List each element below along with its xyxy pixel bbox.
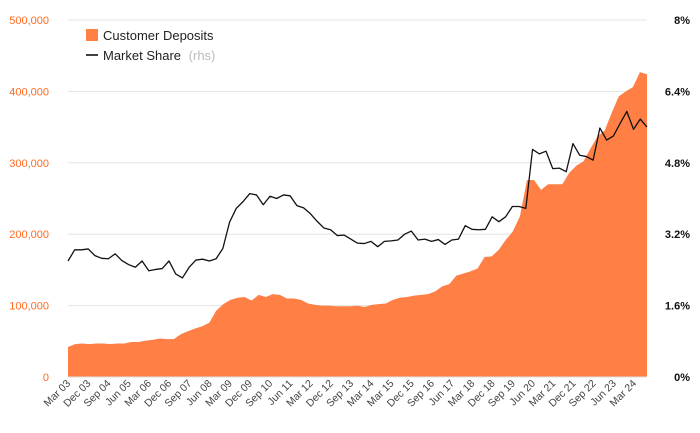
- legend-swatch-deposits: [86, 29, 98, 41]
- right-tick-label-1: 1.6%: [665, 301, 690, 313]
- legend-label-share-text: Market Share: [103, 48, 181, 63]
- left-y-axis: 0 100,000 200,000 300,000 400,000 500,000: [9, 15, 49, 384]
- customer-deposits-area: [68, 72, 647, 378]
- market-share-line: [67, 110, 648, 279]
- right-tick-label-2: 3.2%: [665, 229, 690, 241]
- left-tick-label-2: 200,000: [9, 229, 49, 241]
- right-tick-label-3: 4.8%: [665, 158, 690, 170]
- legend: Customer Deposits Market Share (rhs): [86, 28, 215, 63]
- left-tick-label-0: 0: [43, 372, 49, 384]
- left-tick-label-1: 100,000: [9, 301, 49, 313]
- left-tick-label-3: 300,000: [9, 158, 49, 170]
- right-tick-label-4: 6.4%: [665, 86, 690, 98]
- legend-label-share: Market Share (rhs): [103, 48, 215, 63]
- left-tick-label-5: 500,000: [9, 15, 49, 27]
- legend-label-deposits: Customer Deposits: [103, 28, 214, 43]
- left-tick-label-4: 400,000: [9, 86, 49, 98]
- right-tick-label-5: 8%: [674, 15, 690, 27]
- right-tick-label-0: 0%: [674, 372, 690, 384]
- legend-label-share-suffix: (rhs): [189, 48, 216, 63]
- right-y-axis: 0% 1.6% 3.2% 4.8% 6.4% 8%: [665, 15, 690, 384]
